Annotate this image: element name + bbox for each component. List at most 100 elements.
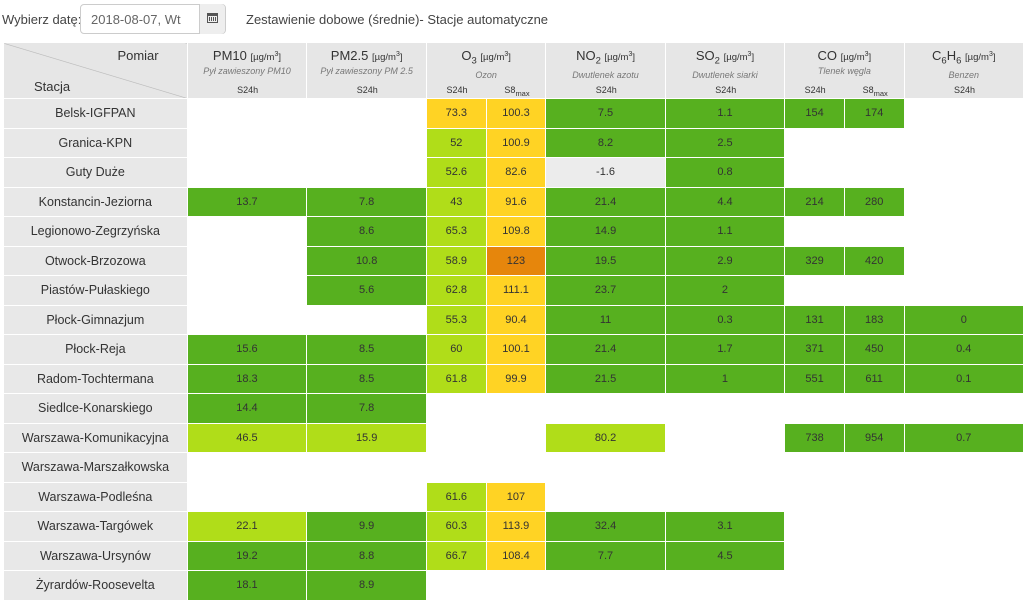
pollutant-subscript-2: 6: [956, 55, 962, 67]
measurement-cell: [784, 481, 845, 512]
pollutant-desc: Pył zawieszony PM10: [203, 66, 291, 76]
station-name[interactable]: Płock-Gimnazjum: [3, 304, 188, 335]
c6h6-header[interactable]: C6H6 [µg/m3] Benzen S24h: [903, 42, 1024, 99]
measurement-cell: 1.7: [664, 334, 786, 365]
station-name[interactable]: Warszawa-Marszałkowska: [3, 452, 188, 483]
measurement-cell: [306, 304, 428, 335]
measurement-cell: [784, 127, 845, 158]
measurement-cell: 46.5: [186, 422, 308, 453]
table-row: Warszawa-Marszałkowska: [3, 452, 1024, 483]
pollutant-name-2: H: [946, 48, 957, 63]
measurement-cell: [903, 127, 1024, 158]
measurement-cell: 52: [426, 127, 487, 158]
table-row: Płock-Gimnazjum 55.3 90.4 11 0.3 131 183 0: [3, 304, 1024, 335]
measurement-cell: [903, 98, 1024, 129]
measurement-cell: 450: [843, 334, 905, 365]
measurement-cell: [843, 157, 905, 188]
measurement-cell: [903, 540, 1024, 571]
station-name[interactable]: Radom-Tochtermana: [3, 363, 188, 394]
measurement-cell: [485, 452, 547, 483]
co-header[interactable]: CO [µg/m3] Tlenek węgla S24h S8max: [784, 42, 905, 99]
measurement-cell: [426, 422, 487, 453]
unit-label: [µg/m: [840, 52, 865, 63]
measurement-cell: 2.9: [664, 245, 786, 276]
measurement-cell: 954: [843, 422, 905, 453]
measurement-cell: 82.6: [485, 157, 547, 188]
measurement-cell: 8.5: [306, 363, 428, 394]
station-name[interactable]: Guty Duże: [3, 157, 188, 188]
station-name[interactable]: Siedlce-Konarskiego: [3, 393, 188, 424]
measurement-cell: 280: [843, 186, 905, 217]
o3-header[interactable]: O3 [µg/m3] Ozon S24h S8max: [426, 42, 547, 99]
measurement-cell: [784, 540, 845, 571]
pm10-header[interactable]: PM10 [µg/m3] Pył zawieszony PM10 S24h: [186, 42, 308, 99]
measurement-cell: [843, 570, 905, 601]
measurement-cell: 0.7: [903, 422, 1024, 453]
measurement-cell: [843, 127, 905, 158]
air-quality-table: Pomiar Stacja PM10 [µg/m3] Pył zawieszon…: [3, 42, 1024, 601]
station-name[interactable]: Żyrardów-Roosevelta: [3, 570, 188, 601]
station-name[interactable]: Granica-KPN: [3, 127, 188, 158]
station-name[interactable]: Warszawa-Ursynów: [3, 540, 188, 571]
table-body: Belsk-IGFPAN 73.3 100.3 7.5 1.1 154 174 Granica…: [3, 98, 1024, 601]
measurement-cell: [545, 481, 666, 512]
pollutant-name: O: [461, 48, 472, 63]
station-label: Stacja: [34, 79, 71, 94]
date-picker[interactable]: 2018-08-07, Wt: [80, 4, 226, 34]
measurement-cell: [485, 570, 547, 601]
unit-label: [µg/m: [372, 52, 396, 63]
measurement-cell: 3.1: [664, 511, 786, 542]
measurement-cell: [426, 570, 487, 601]
measurement-cell: 0.1: [903, 363, 1024, 394]
date-field[interactable]: 2018-08-07, Wt: [91, 12, 181, 27]
station-name[interactable]: Legionowo-Zegrzyńska: [3, 216, 188, 247]
pollutant-subscript: 2: [595, 55, 601, 67]
pollutant-subscript: 2: [714, 55, 720, 67]
station-name[interactable]: Otwock-Brzozowa: [3, 245, 188, 276]
measurement-cell: [426, 452, 487, 483]
measurement-cell: 7.8: [306, 393, 428, 424]
measurement-cell: 183: [843, 304, 905, 335]
station-name[interactable]: Piastów-Pułaskiego: [3, 275, 188, 306]
measurement-label: Pomiar: [117, 48, 159, 63]
measurement-cell: [186, 157, 308, 188]
measurement-cell: 100.3: [485, 98, 547, 129]
measurement-cell: [784, 452, 845, 483]
measurement-cell: [545, 570, 666, 601]
station-name[interactable]: Płock-Reja: [3, 334, 188, 365]
no2-header[interactable]: NO2 [µg/m3] Dwutlenek azotu S24h: [545, 42, 666, 99]
measurement-cell: 8.6: [306, 216, 428, 247]
so2-header[interactable]: SO2 [µg/m3] Dwutlenek siarki S24h: [664, 42, 786, 99]
pollutant-name: NO: [576, 48, 596, 63]
table-row: Żyrardów-Roosevelta 18.1 8.9: [3, 570, 1024, 601]
measurement-cell: 214: [784, 186, 845, 217]
unit-label: [µg/m: [604, 52, 629, 63]
pollutant-desc: Pył zawieszony PM 2.5: [320, 66, 413, 76]
station-name[interactable]: Warszawa-Targówek: [3, 511, 188, 542]
measurement-cell: [903, 452, 1024, 483]
corner-header: Pomiar Stacja: [3, 42, 188, 99]
measurement-cell: 107: [485, 481, 547, 512]
measurement-cell: 22.1: [186, 511, 308, 542]
measurement-cell: 109.8: [485, 216, 547, 247]
measurement-cell: 8.8: [306, 540, 428, 571]
measurement-cell: 7.5: [545, 98, 666, 129]
pollutant-subscript: 3: [471, 55, 477, 67]
pm25-header[interactable]: PM2.5 [µg/m3] Pył zawieszony PM 2.5 S24h: [306, 42, 428, 99]
measurement-cell: 551: [784, 363, 845, 394]
measurement-cell: [843, 481, 905, 512]
station-name[interactable]: Konstancin-Jeziorna: [3, 186, 188, 217]
calendar-button[interactable]: [199, 4, 225, 34]
measurement-cell: 91.6: [485, 186, 547, 217]
measurement-cell: 2: [664, 275, 786, 306]
station-name[interactable]: Warszawa-Komunikacyjna: [3, 422, 188, 453]
station-name[interactable]: Warszawa-Podleśna: [3, 481, 188, 512]
measurement-cell: 1.1: [664, 98, 786, 129]
measurement-cell: [545, 393, 666, 424]
measurement-cell: 15.6: [186, 334, 308, 365]
measurement-cell: [664, 481, 786, 512]
avg-label: S24h: [804, 85, 826, 95]
avg-label: S24h: [237, 85, 259, 95]
station-name[interactable]: Belsk-IGFPAN: [3, 98, 188, 129]
measurement-cell: 8.5: [306, 334, 428, 365]
